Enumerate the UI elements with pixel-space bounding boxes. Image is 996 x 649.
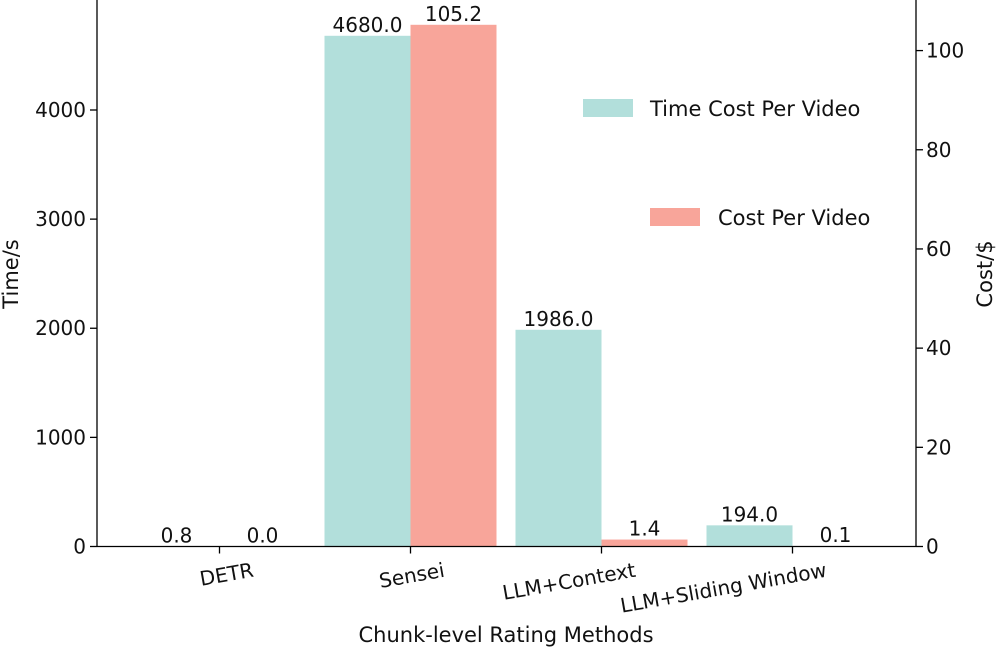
data-label-time-1: 4680.0 xyxy=(333,13,403,37)
category-label-3: LLM+Sliding Window xyxy=(618,558,828,618)
x-axis-title: Chunk-level Rating Methods xyxy=(358,623,653,647)
right-tick-label-1: 20 xyxy=(926,435,951,459)
data-label-cost-1: 105.2 xyxy=(425,2,482,26)
data-label-time-3: 194.0 xyxy=(721,502,778,526)
legend-swatch-cost xyxy=(650,208,700,226)
bar-cost-2 xyxy=(601,539,688,547)
left-tick-label-0: 0 xyxy=(73,535,86,559)
bar-cost-1 xyxy=(410,24,497,547)
legend-swatch-time xyxy=(583,99,633,117)
data-label-cost-3: 0.1 xyxy=(820,523,852,547)
data-label-cost-0: 0.0 xyxy=(247,524,279,548)
data-label-time-0: 0.8 xyxy=(161,523,193,547)
left-axis-title: Time/s xyxy=(0,239,23,309)
category-label-1: Sensei xyxy=(377,558,446,593)
left-axis-ticks: 0 1000 2000 3000 4000 xyxy=(35,98,97,559)
bar-time-2 xyxy=(515,329,602,547)
data-label-cost-2: 1.4 xyxy=(629,517,661,541)
left-tick-label-1: 1000 xyxy=(35,425,86,449)
axes xyxy=(96,0,917,548)
right-tick-label-3: 60 xyxy=(926,237,951,261)
left-tick-label-4: 4000 xyxy=(35,98,86,122)
left-tick-label-2: 2000 xyxy=(35,316,86,340)
right-axis-ticks: 0 20 40 60 80 100 xyxy=(916,39,964,559)
right-tick-label-5: 100 xyxy=(926,39,964,63)
legend-label-time: Time Cost Per Video xyxy=(649,97,860,121)
right-axis-title: Cost/$ xyxy=(973,240,996,307)
category-label-2: LLM+Context xyxy=(501,558,638,605)
category-label-0: DETR xyxy=(198,558,256,591)
bar-time-3 xyxy=(706,525,793,547)
right-tick-label-4: 80 xyxy=(926,138,951,162)
data-labels: 0.8 4680.0 1986.0 194.0 0.0 105.2 1.4 0.1 xyxy=(161,2,852,548)
bars xyxy=(133,24,879,547)
legend: Time Cost Per Video Cost Per Video xyxy=(583,97,870,230)
bar-time-1 xyxy=(324,35,411,547)
right-tick-label-2: 40 xyxy=(926,336,951,360)
left-tick-label-3: 3000 xyxy=(35,207,86,231)
data-label-time-2: 1986.0 xyxy=(524,307,594,331)
legend-label-cost: Cost Per Video xyxy=(718,206,870,230)
right-tick-label-0: 0 xyxy=(926,535,939,559)
